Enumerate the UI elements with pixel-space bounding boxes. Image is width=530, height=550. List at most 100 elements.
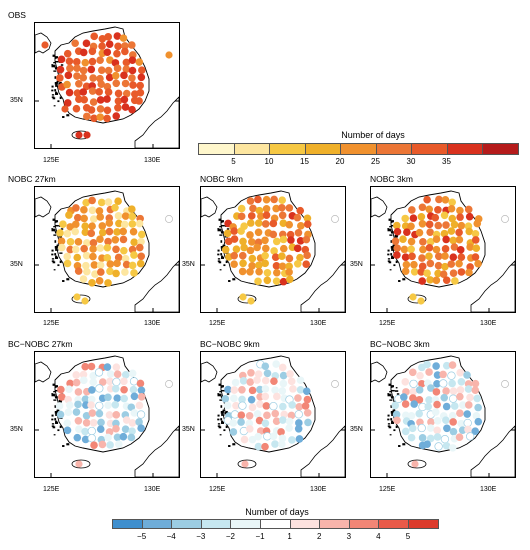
coastline — [300, 260, 345, 312]
station-marker — [72, 204, 80, 212]
station-marker — [456, 368, 464, 377]
station-marker — [278, 252, 286, 261]
island — [224, 411, 227, 415]
station-marker — [425, 396, 433, 404]
station-marker — [261, 419, 270, 428]
station-marker — [120, 220, 129, 229]
station-marker — [111, 235, 120, 244]
station-marker — [229, 428, 238, 436]
station-marker — [96, 244, 105, 252]
island — [51, 64, 54, 66]
station-marker — [272, 277, 281, 285]
lat-label: 35N — [10, 261, 23, 268]
station-marker — [128, 212, 137, 221]
station-marker — [473, 394, 482, 403]
station-marker — [419, 245, 427, 254]
island — [395, 260, 398, 264]
station-marker — [96, 261, 105, 269]
island — [51, 96, 55, 98]
station-marker — [82, 198, 90, 207]
station-marker — [95, 401, 104, 410]
station-marker — [262, 244, 270, 253]
station-marker — [415, 396, 424, 404]
station-marker — [411, 460, 419, 468]
station-marker — [79, 73, 88, 82]
island — [218, 218, 222, 221]
colorbar-box — [375, 143, 412, 155]
island — [392, 244, 396, 247]
station-marker — [120, 377, 128, 386]
station-marker — [286, 230, 295, 239]
station-marker — [263, 268, 272, 277]
island — [55, 420, 58, 424]
station-marker — [137, 386, 146, 395]
island — [391, 385, 394, 388]
station-marker — [425, 252, 433, 260]
station-marker — [105, 411, 114, 419]
island — [54, 82, 58, 85]
island — [60, 64, 64, 66]
station-marker — [103, 106, 112, 115]
colorbar-label: 3 — [346, 532, 352, 541]
island — [221, 224, 225, 227]
island — [59, 260, 62, 264]
lon-label: 130E — [310, 320, 327, 327]
station-marker — [439, 370, 447, 379]
island — [390, 229, 392, 232]
station-marker — [104, 401, 112, 410]
island — [217, 228, 220, 230]
station-marker — [89, 372, 98, 380]
station-marker — [81, 362, 89, 371]
station-marker — [287, 236, 295, 244]
station-marker — [463, 418, 472, 428]
station-marker — [82, 419, 91, 427]
station-marker — [74, 267, 83, 275]
coastline — [470, 260, 515, 312]
colorbar-label: 30 — [406, 157, 416, 166]
station-marker — [238, 385, 246, 394]
station-marker — [270, 195, 278, 204]
station-marker — [105, 227, 114, 236]
station-marker — [417, 297, 425, 305]
station-marker — [97, 268, 105, 276]
station-marker — [263, 411, 271, 420]
station-marker — [75, 131, 83, 139]
station-marker — [96, 105, 105, 113]
island — [51, 249, 54, 252]
station-marker — [433, 371, 442, 379]
colorbar-box — [171, 519, 202, 529]
lon-label: 125E — [379, 320, 396, 327]
station-marker — [71, 227, 80, 236]
station-marker — [81, 228, 90, 237]
station-marker — [73, 72, 81, 80]
island — [220, 229, 222, 232]
island — [390, 246, 394, 249]
station-marker — [87, 426, 96, 436]
station-marker — [304, 418, 312, 427]
lat-label: 35N — [182, 261, 195, 268]
station-marker — [98, 440, 107, 449]
station-marker — [106, 370, 115, 378]
station-marker — [230, 251, 238, 260]
lon-label: 125E — [43, 320, 60, 327]
station-marker — [112, 269, 120, 278]
island — [54, 221, 57, 223]
island — [218, 383, 222, 386]
station-marker — [285, 268, 293, 276]
island — [219, 390, 222, 393]
station-marker — [294, 228, 303, 237]
station-marker — [114, 253, 123, 262]
colorbar-label: −2 — [225, 532, 235, 541]
island — [390, 240, 393, 243]
island — [52, 97, 56, 100]
station-marker — [441, 252, 449, 260]
lat-label: 35N — [10, 426, 23, 433]
island — [390, 221, 393, 223]
station-marker — [95, 409, 104, 418]
station-marker — [418, 203, 427, 212]
station-marker — [98, 42, 106, 50]
island — [222, 409, 226, 412]
station-marker — [279, 244, 288, 253]
station-marker — [459, 401, 467, 409]
station-marker — [261, 220, 270, 228]
